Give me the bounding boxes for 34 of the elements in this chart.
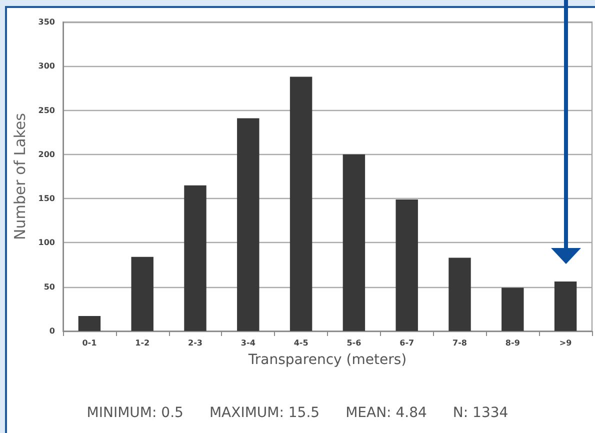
bar bbox=[290, 76, 312, 331]
bar bbox=[342, 154, 366, 331]
x-tick-label: 0-1 bbox=[82, 338, 98, 348]
x-tick-label: 5-6 bbox=[346, 338, 362, 348]
y-tick-label: 350 bbox=[38, 18, 56, 26]
y-tick-label: 250 bbox=[38, 106, 56, 115]
y-tick-label: 0 bbox=[49, 326, 56, 336]
x-tick-label: 7-8 bbox=[452, 338, 468, 348]
bar bbox=[554, 282, 577, 331]
bar bbox=[78, 316, 101, 331]
x-tick-label: 2-3 bbox=[188, 338, 202, 348]
x-tick-label: 3-4 bbox=[240, 338, 256, 348]
bar bbox=[131, 256, 154, 331]
bar bbox=[396, 199, 418, 331]
x-tick-label: 8-9 bbox=[505, 338, 520, 348]
y-tick-label: 100 bbox=[38, 238, 56, 248]
x-axis-title: Transparency (meters) bbox=[247, 352, 407, 368]
text: N: 1334 bbox=[452, 405, 508, 421]
x-tick-label: >9 bbox=[559, 338, 572, 348]
bar bbox=[448, 258, 471, 331]
x-tick-label: 6-7 bbox=[400, 338, 414, 348]
y-tick-label: 300 bbox=[38, 62, 56, 71]
x-tick-label: 1-2 bbox=[135, 338, 150, 348]
text: MINIMUM: 0.5 bbox=[86, 405, 184, 421]
y-tick-label: 50 bbox=[44, 282, 56, 292]
y-tick-label: 200 bbox=[38, 150, 56, 159]
text: MAXIMUM: 15.5 bbox=[209, 405, 320, 421]
bar bbox=[502, 288, 524, 331]
y-axis-title: Number of Lakes bbox=[10, 112, 29, 240]
bar bbox=[237, 118, 260, 331]
y-tick-label: 150 bbox=[38, 194, 56, 204]
bar bbox=[184, 185, 206, 331]
text: MEAN: 4.84 bbox=[346, 405, 427, 421]
x-tick-label: 4-5 bbox=[294, 338, 309, 348]
